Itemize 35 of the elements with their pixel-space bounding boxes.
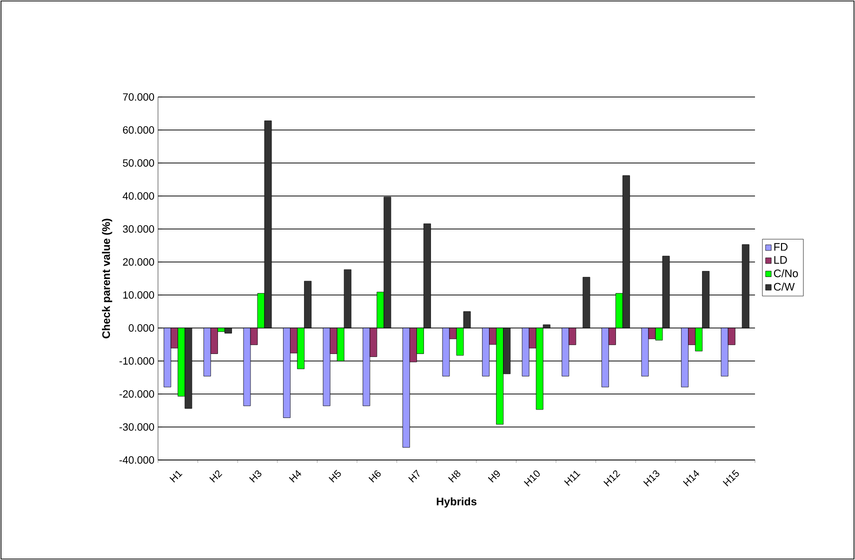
x-tick-label: H12 [603, 470, 620, 486]
y-tick-label: 40.000 [122, 192, 154, 200]
x-tick-label: H8 [448, 470, 460, 483]
x-axis-title: Hybrids [436, 497, 476, 508]
x-tick-label: H2 [209, 470, 222, 483]
x-tick-label: H10 [524, 470, 540, 486]
bar [582, 276, 590, 328]
y-tick-label: 50.000 [122, 159, 154, 167]
y-tick-label: 10.000 [123, 291, 154, 299]
y-tick-label: 60.000 [123, 126, 154, 134]
legend-label: C/W [774, 282, 795, 291]
y-tick-label: -10.000 [119, 357, 154, 365]
legend-label: FD [774, 243, 788, 251]
y-axis-title: Check parent value (%) [102, 218, 112, 338]
y-tick-label: 30.000 [122, 225, 154, 233]
x-tick-label: H7 [408, 470, 420, 482]
legend-label: LD [774, 256, 787, 264]
y-tick-label: 70.000 [123, 93, 154, 101]
x-tick-label: H13 [643, 470, 660, 486]
y-tick-label: 20.000 [123, 258, 154, 266]
legend-label: C/No [774, 269, 798, 278]
x-tick-label: H5 [328, 470, 341, 482]
y-tick-label: 0.000 [128, 324, 154, 332]
x-tick-label: H11 [564, 470, 580, 486]
x-tick-label: H3 [249, 470, 262, 483]
y-tick-label: -40.000 [119, 456, 154, 464]
x-tick-label: H4 [288, 470, 302, 482]
x-tick-label: H15 [722, 470, 739, 486]
x-tick-label: H6 [368, 470, 381, 483]
y-tick-label: -20.000 [119, 390, 154, 398]
bar [742, 244, 750, 328]
x-tick-label: H14 [682, 470, 700, 486]
x-tick-label: H1 [169, 470, 182, 482]
x-tick-label: H9 [488, 470, 500, 483]
y-tick-label: -30.000 [119, 423, 154, 431]
